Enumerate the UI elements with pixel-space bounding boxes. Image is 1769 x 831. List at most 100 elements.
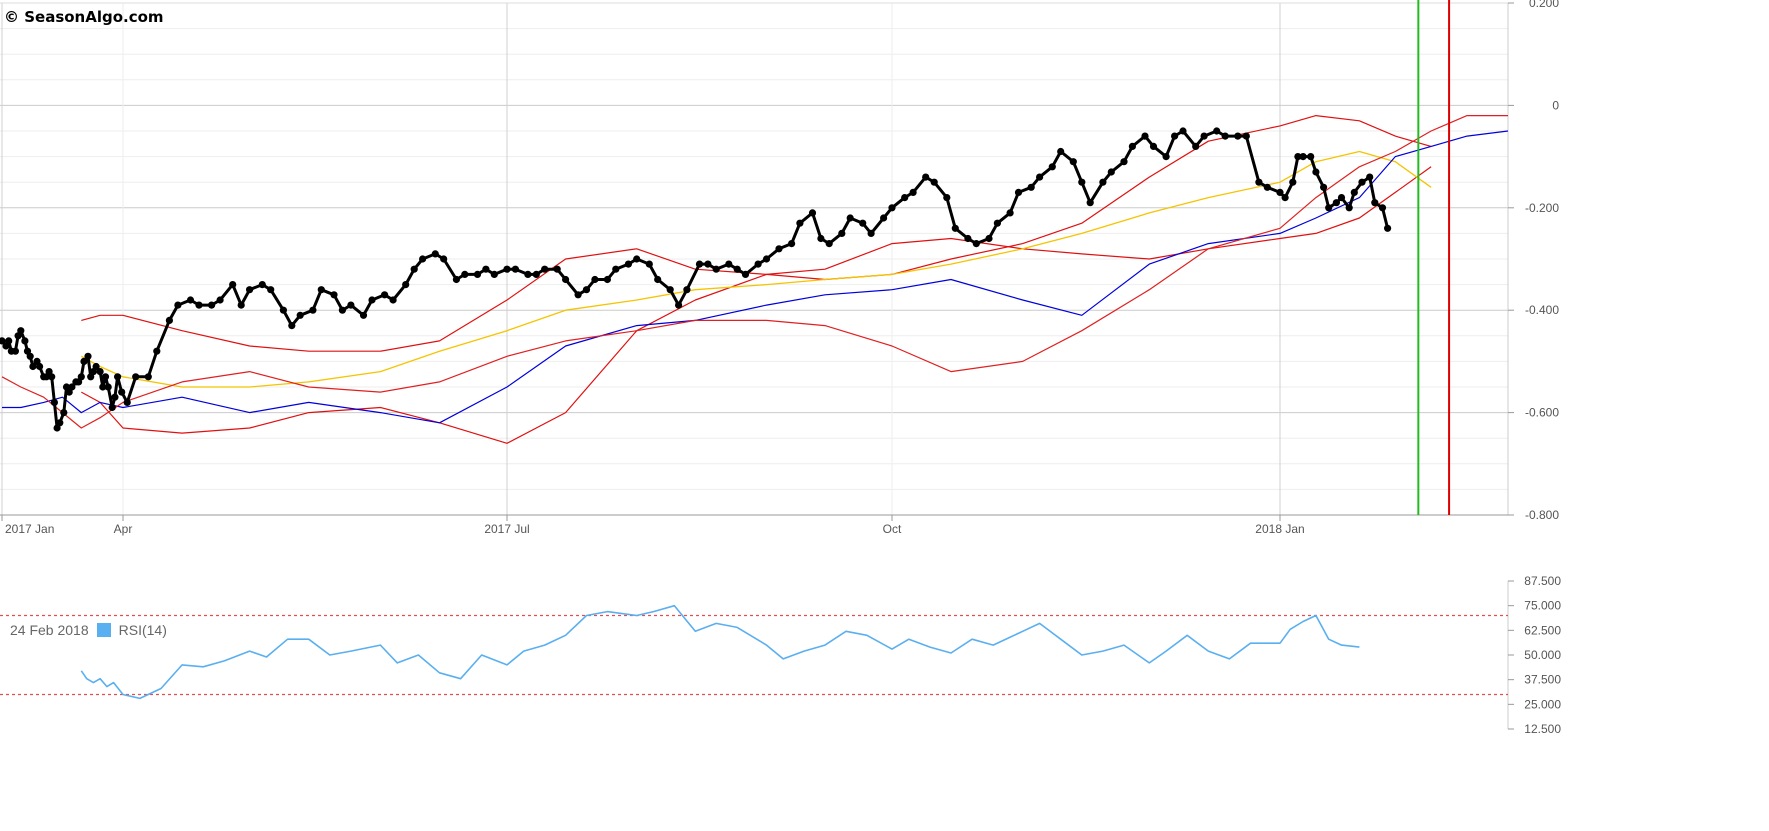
price-point[interactable] xyxy=(951,224,959,232)
price-point[interactable] xyxy=(389,296,397,304)
price-point[interactable] xyxy=(1320,183,1328,191)
price-point[interactable] xyxy=(930,178,938,186)
price-point[interactable] xyxy=(1179,127,1187,135)
price-point[interactable] xyxy=(338,306,346,314)
price-point[interactable] xyxy=(258,281,266,289)
price-point[interactable] xyxy=(788,240,796,248)
price-point[interactable] xyxy=(880,214,888,222)
price-point[interactable] xyxy=(26,352,34,360)
price-point[interactable] xyxy=(153,347,161,355)
price-point[interactable] xyxy=(381,291,389,299)
price-point[interactable] xyxy=(1371,199,1379,207)
price-point[interactable] xyxy=(796,219,804,227)
price-point[interactable] xyxy=(165,316,173,324)
price-point[interactable] xyxy=(775,245,783,253)
price-point[interactable] xyxy=(909,188,917,196)
price-point[interactable] xyxy=(111,393,119,401)
price-point[interactable] xyxy=(80,357,88,365)
price-point[interactable] xyxy=(1171,132,1179,140)
price-point[interactable] xyxy=(288,322,296,330)
price-point[interactable] xyxy=(754,260,762,268)
price-point[interactable] xyxy=(21,337,29,345)
price-point[interactable] xyxy=(208,301,216,309)
price-point[interactable] xyxy=(582,286,591,294)
price-point[interactable] xyxy=(237,301,245,309)
price-point[interactable] xyxy=(603,275,612,284)
price-point[interactable] xyxy=(1036,173,1044,181)
price-point[interactable] xyxy=(229,281,237,289)
price-point[interactable] xyxy=(186,296,195,304)
price-point[interactable] xyxy=(1069,158,1077,166)
price-point[interactable] xyxy=(419,255,427,263)
price-point[interactable] xyxy=(867,229,875,237)
price-point[interactable] xyxy=(666,286,674,294)
price-point[interactable] xyxy=(29,362,37,371)
price-point[interactable] xyxy=(1332,199,1340,207)
price-point[interactable] xyxy=(473,270,482,278)
price-point[interactable] xyxy=(1141,132,1149,140)
price-point[interactable] xyxy=(675,301,683,309)
price-point[interactable] xyxy=(1027,183,1035,191)
rsi-series-line[interactable] xyxy=(80,604,1360,700)
price-point[interactable] xyxy=(48,373,56,381)
price-point[interactable] xyxy=(246,286,254,294)
price-point[interactable] xyxy=(859,219,867,227)
price-point[interactable] xyxy=(846,214,854,222)
price-point[interactable] xyxy=(461,270,469,278)
price-point[interactable] xyxy=(532,270,540,278)
price-point[interactable] xyxy=(195,301,203,309)
price-point[interactable] xyxy=(1057,147,1065,156)
price-point[interactable] xyxy=(296,311,304,319)
series-seasonal-alt[interactable] xyxy=(1,114,1508,429)
price-point[interactable] xyxy=(645,260,653,268)
price-point[interactable] xyxy=(431,250,439,258)
price-point[interactable] xyxy=(1276,188,1284,196)
price-point[interactable] xyxy=(1149,142,1158,150)
price-point[interactable] xyxy=(633,255,641,263)
price-point[interactable] xyxy=(1307,153,1315,161)
price-point[interactable] xyxy=(741,270,750,278)
price-point[interactable] xyxy=(901,194,909,202)
price-point[interactable] xyxy=(503,265,511,273)
price-point[interactable] xyxy=(1255,178,1263,186)
price-point[interactable] xyxy=(402,281,410,289)
price-point[interactable] xyxy=(1294,153,1302,161)
price-point[interactable] xyxy=(440,255,448,263)
price-point[interactable] xyxy=(1014,188,1023,196)
price-point[interactable] xyxy=(77,373,85,381)
price-point[interactable] xyxy=(591,275,599,284)
series-band-lower[interactable] xyxy=(81,114,1432,444)
price-point[interactable] xyxy=(808,209,817,217)
price-point[interactable] xyxy=(123,398,131,406)
price-point[interactable] xyxy=(1358,178,1366,186)
price-point[interactable] xyxy=(132,373,140,381)
series-seasonal[interactable] xyxy=(2,130,1509,424)
price-point[interactable] xyxy=(817,234,825,243)
price-point[interactable] xyxy=(1378,204,1387,212)
price-point[interactable] xyxy=(330,291,338,299)
price-point[interactable] xyxy=(309,306,317,314)
price-point[interactable] xyxy=(704,260,712,268)
price-point[interactable] xyxy=(1384,224,1392,232)
price-point[interactable] xyxy=(68,383,76,391)
price-point[interactable] xyxy=(1366,173,1374,181)
price-point[interactable] xyxy=(1242,132,1250,140)
price-point[interactable] xyxy=(695,260,704,268)
price-point[interactable] xyxy=(1337,194,1346,202)
price-point[interactable] xyxy=(922,173,930,181)
price-point[interactable] xyxy=(712,265,720,273)
price-point[interactable] xyxy=(144,373,152,381)
price-point[interactable] xyxy=(1263,183,1271,191)
price-point[interactable] xyxy=(1099,178,1107,186)
price-point[interactable] xyxy=(410,265,418,273)
series-price[interactable] xyxy=(0,129,1390,430)
price-point[interactable] xyxy=(96,368,104,376)
price-point[interactable] xyxy=(490,270,498,278)
price-point[interactable] xyxy=(84,352,92,360)
price-point[interactable] xyxy=(99,383,107,391)
price-point[interactable] xyxy=(5,337,13,345)
price-point[interactable] xyxy=(1281,194,1289,202)
price-point[interactable] xyxy=(108,403,116,412)
price-point[interactable] xyxy=(17,327,25,335)
